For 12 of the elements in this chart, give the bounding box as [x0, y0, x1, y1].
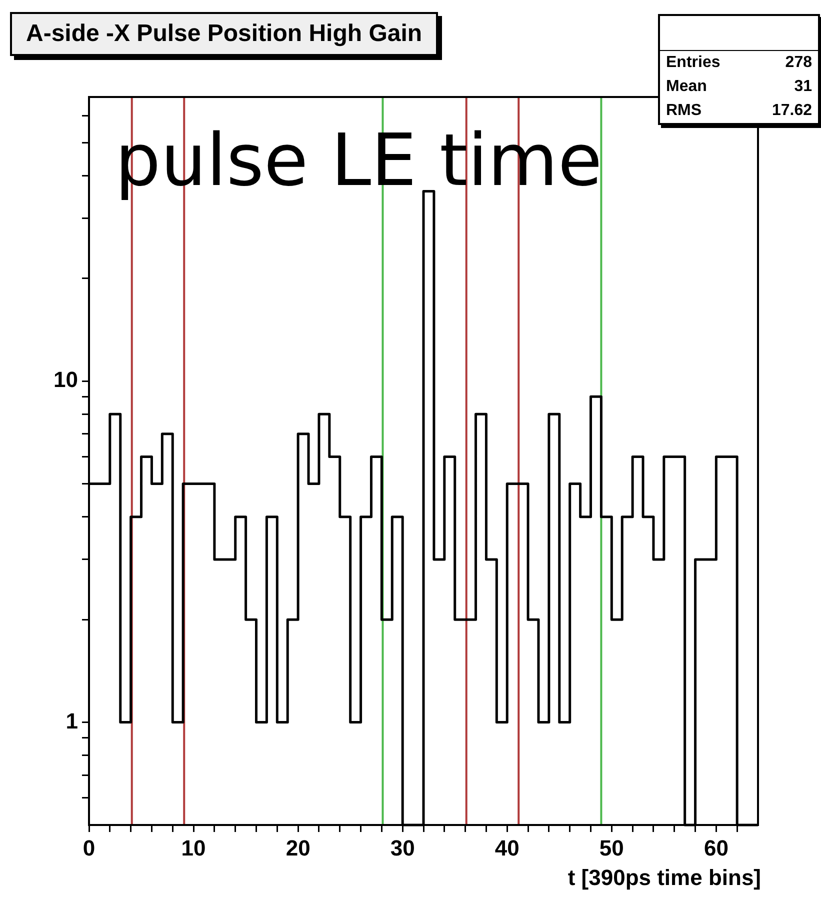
- x-tick-label: 50: [599, 835, 624, 860]
- annotation: RMS: [666, 102, 702, 120]
- x-tick-label: 60: [704, 835, 728, 860]
- x-tick-label: 10: [181, 835, 206, 860]
- x-tick-label: 30: [390, 835, 415, 860]
- chart-title: A-side -X Pulse Position High Gain: [10, 12, 438, 56]
- y-tick-label: 1: [66, 708, 78, 734]
- x-tick-label: 20: [286, 835, 310, 860]
- x-tick-label: 40: [494, 835, 520, 860]
- x-tick-label: 0: [82, 835, 96, 860]
- x-axis-title: t [390ps time bins]: [568, 865, 761, 891]
- stats-box: Entries 278 Mean 31 RMS 17.62: [658, 14, 820, 125]
